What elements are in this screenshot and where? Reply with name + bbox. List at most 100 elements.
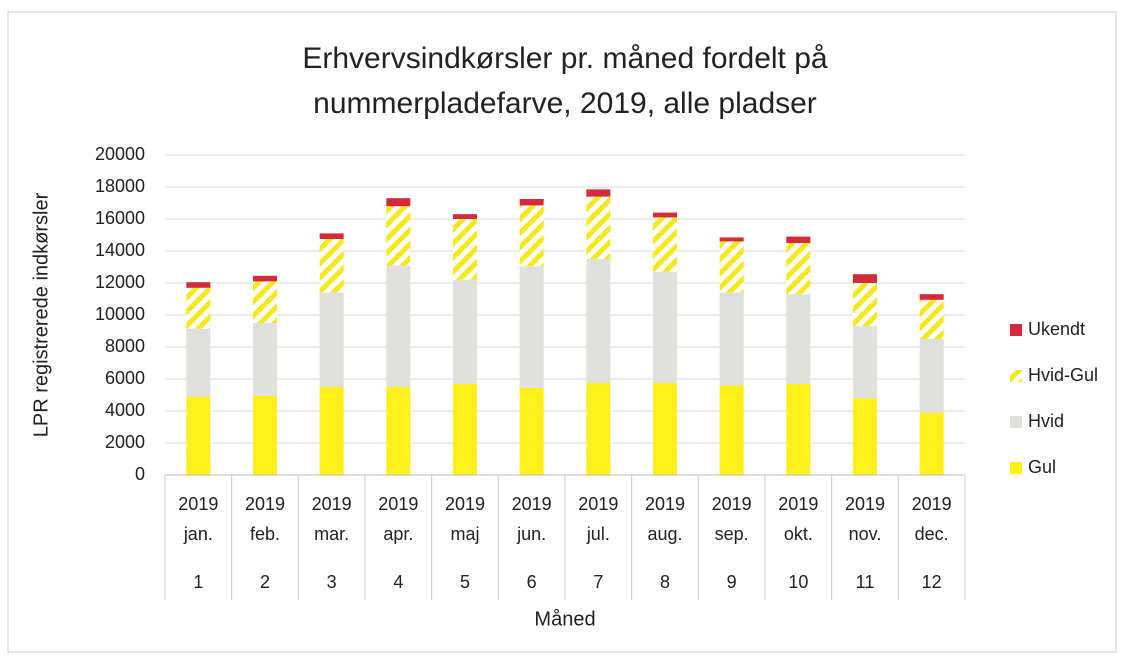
bar-segment — [653, 212, 677, 218]
bar-segment — [653, 383, 677, 475]
x-group-label: 12 — [922, 572, 942, 592]
x-tick-label: apr. — [383, 524, 413, 544]
bar-segment — [653, 271, 677, 383]
x-tick-label: 2019 — [912, 494, 952, 514]
x-group-label: 8 — [660, 572, 670, 592]
y-tick-label: 6000 — [105, 368, 145, 388]
bar-segment — [653, 217, 677, 272]
bar-segment — [186, 396, 211, 475]
bar-segment — [253, 281, 277, 323]
x-tick-label: 2019 — [778, 494, 818, 514]
bar-segment — [519, 199, 544, 206]
bar-segment — [319, 387, 344, 475]
x-tick-label: aug. — [647, 524, 682, 544]
legend-label: Hvid — [1028, 411, 1064, 431]
bar-segment — [719, 237, 744, 242]
bar-segment — [253, 323, 277, 396]
x-tick-label: sep. — [715, 524, 749, 544]
x-tick-label: nov. — [849, 524, 882, 544]
bar-segment — [453, 219, 477, 280]
x-tick-label: 2019 — [645, 494, 685, 514]
chart-title: nummerpladefarve, 2019, alle pladser — [313, 87, 817, 120]
bar-segment — [919, 299, 944, 339]
x-tick-label: feb. — [250, 524, 280, 544]
x-group-label: 3 — [327, 572, 337, 592]
bar-segment — [853, 283, 877, 327]
bar-segment — [919, 412, 944, 475]
x-tick-label: 2019 — [512, 494, 552, 514]
bar-segment — [519, 205, 544, 267]
bar-segment — [319, 239, 344, 293]
y-tick-label: 16000 — [95, 208, 145, 228]
bar-segment — [586, 383, 611, 475]
y-tick-label: 0 — [135, 464, 145, 484]
x-group-label: 10 — [788, 572, 808, 592]
x-group-label: 9 — [727, 572, 737, 592]
x-tick-label: jan. — [183, 524, 213, 544]
x-tick-label: 2019 — [578, 494, 618, 514]
bar-segment — [919, 294, 944, 300]
bar-segment — [386, 198, 411, 207]
legend-label: Gul — [1028, 457, 1056, 477]
x-group-label: 2 — [260, 572, 270, 592]
bar-segment — [853, 274, 877, 283]
bar-segment — [519, 266, 544, 388]
x-tick-label: jun. — [516, 524, 546, 544]
bar-segment — [453, 214, 477, 219]
x-group-label: 7 — [593, 572, 603, 592]
y-tick-label: 12000 — [95, 272, 145, 292]
bar-segment — [319, 233, 344, 239]
x-tick-label: maj — [450, 524, 479, 544]
bar-segment — [186, 287, 211, 329]
x-tick-label: dec. — [915, 524, 949, 544]
bar-segment — [386, 265, 411, 387]
x-group-label: 5 — [460, 572, 470, 592]
x-tick-label: 2019 — [712, 494, 752, 514]
bar-segment — [186, 328, 211, 397]
bar-segment — [786, 294, 811, 384]
bar-segment — [586, 189, 611, 197]
bar-segment — [319, 292, 344, 387]
bar-segment — [719, 385, 744, 475]
y-tick-label: 8000 — [105, 336, 145, 356]
bar-segment — [453, 279, 477, 384]
bar-segment — [453, 383, 477, 475]
x-tick-label: mar. — [314, 524, 349, 544]
y-tick-label: 14000 — [95, 240, 145, 260]
bar-segment — [853, 326, 877, 399]
x-group-label: 1 — [193, 572, 203, 592]
bar-segment — [186, 282, 211, 288]
x-tick-label: 2019 — [178, 494, 218, 514]
x-axis-title: Måned — [534, 608, 595, 630]
x-tick-label: 2019 — [845, 494, 885, 514]
legend-label: Ukendt — [1028, 319, 1085, 339]
bar-segment — [786, 383, 811, 475]
x-tick-label: okt. — [784, 524, 813, 544]
bar-segment — [919, 339, 944, 413]
chart-title: Erhvervsindkørsler pr. måned fordelt på — [302, 42, 828, 75]
frame — [7, 11, 1117, 653]
y-tick-label: 2000 — [105, 432, 145, 452]
y-tick-label: 20000 — [95, 144, 145, 164]
x-group-label: 11 — [856, 572, 875, 592]
bar-segment — [786, 243, 811, 295]
bar-segment — [386, 387, 411, 475]
legend-label: Hvid-Gul — [1028, 365, 1098, 385]
bar-segment — [719, 241, 744, 293]
legend-swatch — [1010, 324, 1022, 336]
bar-segment — [253, 395, 277, 475]
x-tick-label: 2019 — [312, 494, 352, 514]
x-tick-label: 2019 — [245, 494, 285, 514]
bar-segment — [786, 236, 811, 243]
bar-segment — [253, 275, 277, 282]
y-tick-label: 4000 — [105, 400, 145, 420]
x-group-label: 6 — [527, 572, 537, 592]
bar-segment — [853, 398, 877, 475]
x-tick-label: jul. — [586, 524, 610, 544]
bar-segment — [386, 206, 411, 266]
legend-swatch — [1010, 462, 1022, 474]
legend-swatch — [1010, 370, 1022, 382]
bar-segment — [719, 292, 744, 386]
y-axis-title: LPR registrerede indkørsler — [30, 192, 52, 437]
